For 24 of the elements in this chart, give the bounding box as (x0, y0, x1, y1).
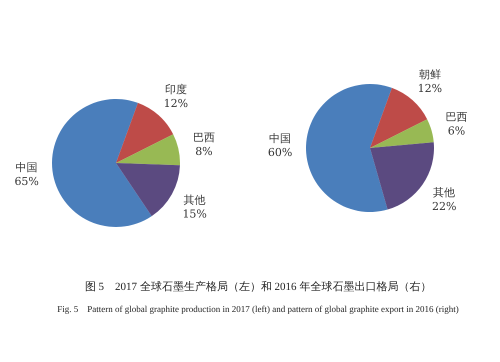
caption: Fig. 5 Pattern of global graphite production in 2017 (left) and pattern of global graphite export in 2016 (right) (57, 304, 459, 314)
data-label: 12% (418, 82, 442, 95)
data-label: 8% (195, 144, 213, 158)
data-label: 65% (14, 174, 39, 188)
slice-label: 其他 (184, 194, 206, 207)
data-label: 15% (182, 208, 207, 221)
caption: 图 5 2017 全球石墨生产格局（左）和 2016 年全球石墨出口格局（右） (84, 280, 432, 293)
pie-slice (306, 84, 392, 212)
data-label: 6% (448, 124, 466, 138)
pie-slice (370, 142, 434, 210)
slice-label: 巴西 (446, 110, 468, 124)
slice-label: 印度 (164, 82, 187, 96)
slice-label: 中国 (269, 132, 292, 145)
pie-slice (116, 134, 180, 166)
slice-label: 巴西 (192, 130, 215, 144)
data-label: 60% (268, 146, 292, 159)
data-label: 22% (432, 200, 456, 213)
pie-slice (116, 163, 180, 216)
slice-label: 朝鲜 (418, 68, 441, 81)
slice-label: 其他 (433, 186, 456, 199)
slice-label: 中国 (16, 160, 38, 174)
pie-slice (52, 99, 152, 227)
pie-slice (370, 119, 434, 148)
data-label: 12% (164, 96, 188, 110)
